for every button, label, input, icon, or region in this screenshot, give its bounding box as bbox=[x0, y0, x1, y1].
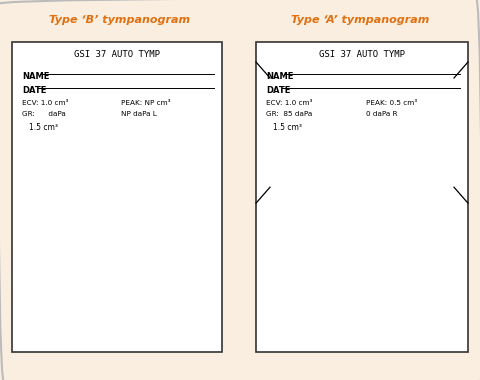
Text: Type ‘B’ tympanogram: Type ‘B’ tympanogram bbox=[49, 15, 191, 25]
Bar bbox=[12, 42, 222, 352]
Text: Type ‘A’ tympanogram: Type ‘A’ tympanogram bbox=[291, 15, 429, 25]
Text: GR:  85 daPa: GR: 85 daPa bbox=[266, 111, 312, 117]
Text: GSI 37 AUTO TYMP: GSI 37 AUTO TYMP bbox=[74, 50, 160, 59]
Text: PEAK: NP cm³: PEAK: NP cm³ bbox=[121, 100, 171, 106]
Text: 0 daPa R: 0 daPa R bbox=[366, 111, 398, 117]
Text: PEAK: 0.5 cm³: PEAK: 0.5 cm³ bbox=[366, 100, 418, 106]
Bar bbox=[256, 42, 468, 352]
Text: NAME: NAME bbox=[22, 72, 49, 81]
Text: NAME: NAME bbox=[266, 72, 293, 81]
Text: NP daPa L: NP daPa L bbox=[121, 111, 157, 117]
Text: DATE: DATE bbox=[266, 86, 290, 95]
Text: GSI 37 AUTO TYMP: GSI 37 AUTO TYMP bbox=[319, 50, 405, 59]
Bar bbox=[107, 204, 203, 306]
X-axis label: daPa: daPa bbox=[117, 344, 138, 353]
Bar bbox=[352, 204, 449, 306]
Text: 1.5 cm³: 1.5 cm³ bbox=[273, 123, 302, 132]
Text: DATE: DATE bbox=[22, 86, 47, 95]
Text: ECV: 1.0 cm³: ECV: 1.0 cm³ bbox=[266, 100, 312, 106]
Text: 1.5 cm³: 1.5 cm³ bbox=[29, 123, 58, 132]
Text: ECV: 1.0 cm³: ECV: 1.0 cm³ bbox=[22, 100, 68, 106]
Text: GR:      daPa: GR: daPa bbox=[22, 111, 66, 117]
X-axis label: daPa: daPa bbox=[362, 344, 383, 353]
